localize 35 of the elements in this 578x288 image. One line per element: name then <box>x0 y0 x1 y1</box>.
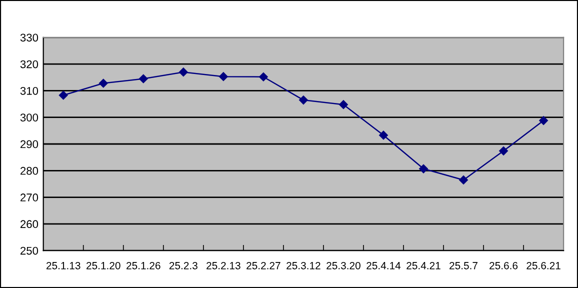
point <box>379 130 388 140</box>
point <box>58 90 68 100</box>
point <box>299 96 308 104</box>
y-tick-label: 270 <box>20 194 38 202</box>
point <box>499 146 508 156</box>
x-tick-label: 25.6.21 <box>526 262 560 270</box>
y-tick-label: 310 <box>20 86 38 95</box>
y-tick-label: 330 <box>20 34 38 42</box>
x-tick-label: 25.2.3 <box>169 262 198 270</box>
point <box>539 116 548 126</box>
point <box>138 74 148 84</box>
x-tick-label: 25.2.13 <box>206 262 240 270</box>
x-tick-label: 25.1.13 <box>46 262 80 270</box>
y-tick-label: 260 <box>20 220 38 228</box>
point <box>218 72 228 82</box>
x-tick-label: 25.5.7 <box>450 262 478 270</box>
y-tick-label: 280 <box>20 166 38 175</box>
y-tick-label: 250 <box>20 246 38 255</box>
x-tick-label: 25.1.26 <box>126 262 160 270</box>
point <box>258 72 268 82</box>
point <box>178 68 188 77</box>
x-tick-label: 25.2.27 <box>246 262 280 270</box>
y-tick-label: 290 <box>20 140 38 148</box>
y-tick-label: 300 <box>20 114 38 122</box>
point <box>339 100 348 110</box>
x-tick-label: 25.4.21 <box>406 262 440 270</box>
x-tick-label: 25.3.12 <box>286 262 320 270</box>
x-tick-label: 25.3.20 <box>326 262 360 270</box>
x-tick-label: 25.6.6 <box>490 262 518 270</box>
point <box>419 164 428 174</box>
y-tick-label: 320 <box>20 60 38 68</box>
x-tick-label: 25.4.14 <box>366 262 401 270</box>
point <box>459 176 468 184</box>
x-tick-label: 25.1.20 <box>86 262 120 270</box>
point <box>98 78 108 88</box>
